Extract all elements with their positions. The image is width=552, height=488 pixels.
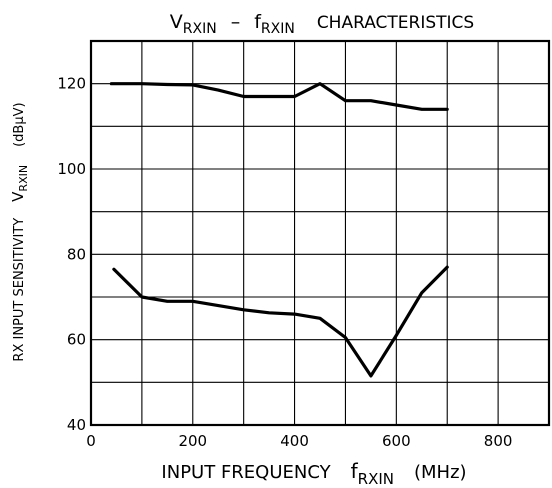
title-f: f (254, 11, 262, 33)
xlabel-unit: (MHz) (414, 462, 467, 483)
chart-title: VRXIN – fRXIN CHARACTERISTICS (170, 11, 474, 37)
y-tick-label: 80 (67, 245, 86, 263)
y-axis-label: RX INPUT SENSITIVITY VRXIN (dBμV) (9, 102, 30, 361)
plot-frame (89, 39, 551, 427)
y-tick-label: 60 (67, 331, 86, 349)
x-tick-label: 800 (484, 432, 513, 450)
y-tick-label: 120 (57, 75, 86, 93)
title-dash: – (231, 11, 241, 33)
x-tick-label: 600 (382, 432, 411, 450)
title-v-sub: RXIN (183, 21, 217, 37)
y-tick-label: 100 (57, 160, 86, 178)
series-line-2 (112, 265, 449, 378)
x-tick-label: 400 (280, 432, 309, 450)
tick-labels: 0 200 400 600 800 40 60 80 100 120 (57, 75, 512, 450)
x-tick-label: 200 (178, 432, 207, 450)
x-tick-label: 0 (86, 432, 96, 450)
title-f-sub: RXIN (261, 21, 295, 37)
ylabel-v: V (9, 191, 27, 202)
xlabel-f: f (351, 459, 359, 483)
xlabel-f-sub: RXIN (358, 470, 394, 488)
grid (90, 40, 550, 426)
ylabel-unit: (dBμV) (12, 102, 27, 146)
ylabel-v-sub: RXIN (17, 165, 30, 192)
xlabel-main: INPUT FREQUENCY (161, 462, 331, 483)
series-group (109, 82, 449, 378)
ylabel-main: RX INPUT SENSITIVITY (12, 218, 27, 362)
title-rest: CHARACTERISTICS (317, 13, 474, 33)
x-axis-label: INPUT FREQUENCY fRXIN (MHz) (161, 459, 466, 488)
title-v: V (170, 11, 183, 33)
series-line-1 (109, 82, 449, 111)
y-tick-label: 40 (67, 416, 86, 434)
